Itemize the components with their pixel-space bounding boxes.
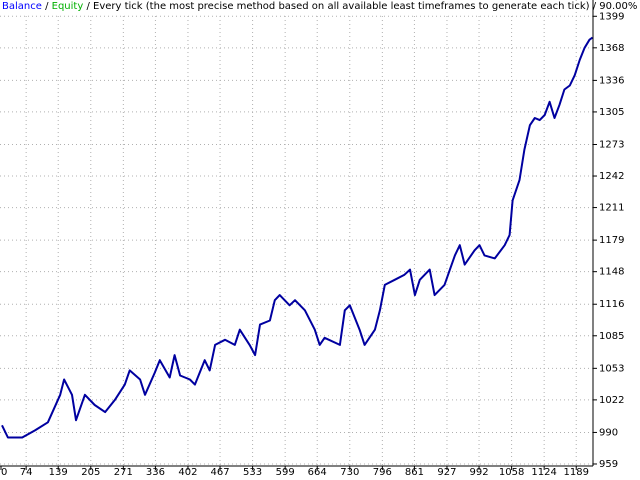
x-tick-label: 992 [469, 467, 488, 478]
x-tick-label: 730 [340, 467, 359, 478]
y-tick-label: 1368 [599, 43, 624, 54]
x-tick-label: 599 [276, 467, 295, 478]
separator: / [45, 1, 49, 12]
x-tick-label: 927 [437, 467, 456, 478]
x-tick-label: 74 [20, 467, 33, 478]
x-tick-label: 0 [1, 467, 7, 478]
y-tick-label: 1336 [599, 75, 624, 86]
y-tick-label: 1242 [599, 171, 624, 182]
y-tick-label: 990 [599, 427, 618, 438]
grid [0, 0, 593, 465]
title-bg [0, 0, 560, 13]
x-tick-label: 861 [405, 467, 424, 478]
x-tick-label: 1189 [563, 467, 588, 478]
y-tick-label: 1053 [599, 363, 624, 374]
y-tick-label: 1211 [599, 203, 624, 214]
y-tick-label: 1085 [599, 331, 624, 342]
x-tick-label: 1058 [499, 467, 524, 478]
lines [1, 36, 594, 439]
y-tick-label: 1179 [599, 235, 624, 246]
chart-title: Balance / Equity / Every tick (the most … [2, 1, 637, 12]
y-tick-label: 1273 [599, 139, 624, 150]
y-tick-label: 1116 [599, 299, 624, 310]
balance-line [1, 36, 594, 439]
quality: 90.00% [599, 1, 637, 12]
x-tick-label: 402 [178, 467, 197, 478]
y-tick-label: 1399 [599, 11, 624, 22]
x-tick-label: 467 [210, 467, 229, 478]
subtitle: Every tick (the most precise method base… [93, 1, 590, 12]
x-tick-label: 336 [146, 467, 165, 478]
x-tick-label: 796 [373, 467, 392, 478]
x-tick-label: 664 [308, 467, 327, 478]
separator: / [86, 1, 90, 12]
x-tick-label: 271 [114, 467, 133, 478]
x-tick-label: 139 [49, 467, 68, 478]
x-tick-label: 533 [243, 467, 262, 478]
x-tick-label: 1124 [531, 467, 556, 478]
legend-balance: Balance [2, 1, 42, 12]
y-tick-label: 1305 [599, 107, 624, 118]
plot-area [0, 0, 593, 465]
x-tick-label: 205 [81, 467, 100, 478]
y-tick-label: 1148 [599, 267, 624, 278]
y-tick-label: 959 [599, 459, 618, 470]
separator: / [593, 1, 597, 12]
y-tick-label: 1022 [599, 395, 624, 406]
legend-equity: Equity [52, 1, 84, 12]
